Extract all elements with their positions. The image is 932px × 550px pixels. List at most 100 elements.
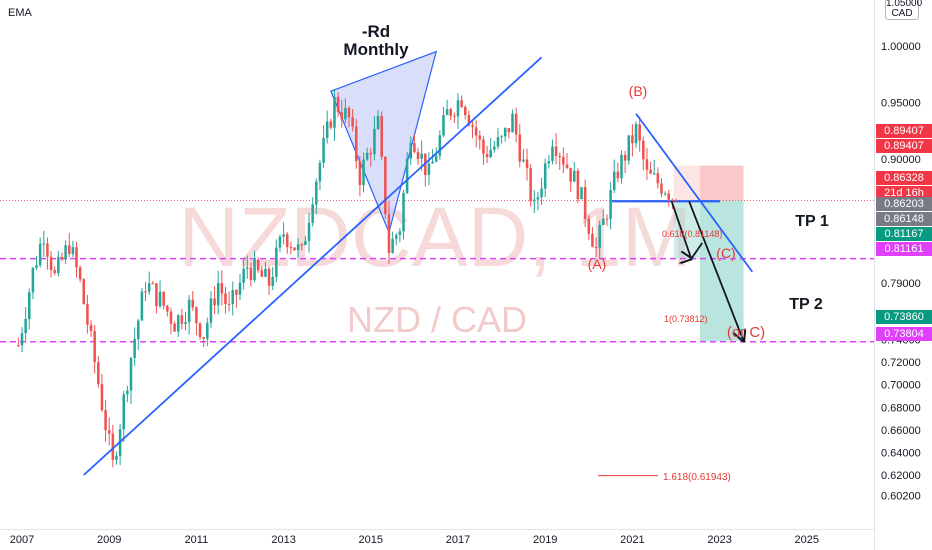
candle-body bbox=[667, 193, 671, 200]
candle-body bbox=[17, 345, 20, 347]
candle-body bbox=[93, 331, 96, 363]
price-tick-label: 0.90000 bbox=[881, 154, 921, 166]
candle-body bbox=[126, 390, 129, 395]
candle-body bbox=[245, 267, 249, 269]
tp1-arrow[interactable] bbox=[670, 200, 703, 259]
candle-body bbox=[187, 299, 191, 323]
candle-body bbox=[300, 244, 304, 246]
candle-body bbox=[216, 283, 220, 306]
candle-body bbox=[511, 113, 514, 133]
candle-body bbox=[398, 231, 402, 236]
price-tag[interactable]: 0.86203 bbox=[876, 197, 932, 211]
time-tick-label: 2007 bbox=[10, 534, 34, 546]
projection-arrows[interactable] bbox=[670, 200, 744, 341]
candle-body bbox=[35, 265, 38, 268]
take-profit-zone-left bbox=[673, 200, 700, 260]
wave-c-label: (C) bbox=[716, 245, 735, 261]
price-tag[interactable]: 0.73804 bbox=[876, 327, 932, 341]
candle-body bbox=[420, 153, 423, 159]
candle-body bbox=[191, 299, 195, 308]
price-tag[interactable]: 0.89407 bbox=[876, 124, 932, 138]
time-tick-label: 2009 bbox=[97, 534, 121, 546]
candle-body bbox=[202, 337, 205, 339]
stop-loss-zone[interactable] bbox=[699, 165, 744, 201]
price-tag[interactable]: 0.86328 bbox=[876, 171, 932, 185]
candle-body bbox=[282, 234, 285, 237]
candle-body bbox=[133, 339, 136, 358]
candle-body bbox=[253, 259, 256, 281]
position-tool[interactable] bbox=[0, 165, 874, 342]
time-axis[interactable]: 2007 2009 2011 2013 2015 2017 2019 2021 2023 2025 bbox=[10, 534, 819, 546]
candle-body bbox=[111, 433, 115, 460]
candle-body bbox=[278, 236, 282, 248]
candle-body bbox=[533, 199, 536, 202]
time-tick-label: 2011 bbox=[185, 534, 209, 546]
candle-body bbox=[67, 245, 71, 255]
candle-body bbox=[645, 159, 649, 170]
candle-body bbox=[598, 224, 601, 248]
candle-body bbox=[634, 124, 638, 144]
candle-body bbox=[336, 96, 340, 113]
candle-body bbox=[318, 162, 322, 182]
price-axis[interactable]: 1.000000.950000.900000.870000.790000.760… bbox=[881, 41, 921, 502]
candle-body bbox=[558, 155, 562, 158]
tp2-arrow[interactable] bbox=[688, 200, 744, 341]
candle-body bbox=[340, 112, 344, 120]
candle-body bbox=[463, 107, 467, 116]
candle-body bbox=[562, 157, 565, 165]
price-tag[interactable]: 0.73860 bbox=[876, 310, 932, 324]
trendline[interactable] bbox=[635, 113, 754, 273]
trendline[interactable] bbox=[83, 56, 543, 476]
candle-body bbox=[49, 256, 53, 271]
candle-body bbox=[602, 218, 605, 225]
candle-body bbox=[271, 277, 274, 286]
candle-body bbox=[660, 183, 663, 194]
watermark-symbol: NZDCAD, 1M bbox=[178, 190, 691, 284]
candle-body bbox=[53, 270, 56, 274]
price-tag[interactable]: 0.89407 bbox=[876, 139, 932, 153]
candle-body bbox=[151, 283, 155, 285]
candle-body bbox=[315, 181, 318, 205]
candle-body bbox=[184, 322, 187, 324]
candle-body bbox=[82, 279, 86, 305]
indicator-label[interactable]: EMA bbox=[8, 7, 32, 19]
candle-body bbox=[380, 115, 383, 157]
candle-body bbox=[136, 320, 140, 340]
currency-button[interactable]: 1.05000 CAD bbox=[885, 0, 923, 20]
fib-1618-label: 1.618(0.61943) bbox=[663, 472, 731, 483]
candle-body bbox=[358, 161, 362, 186]
candle-body bbox=[656, 173, 660, 184]
candle-body bbox=[642, 140, 645, 160]
candle-body bbox=[384, 156, 387, 215]
candle-body bbox=[71, 247, 75, 255]
price-tag[interactable]: 21d 16h bbox=[876, 186, 932, 200]
time-tick-label: 2021 bbox=[620, 534, 644, 546]
price-tag[interactable]: 0.86148 bbox=[876, 212, 932, 226]
candle-body bbox=[529, 168, 532, 202]
candle-body bbox=[224, 293, 227, 304]
candlestick-series bbox=[17, 88, 678, 468]
candle-body bbox=[304, 241, 307, 245]
candle-body bbox=[198, 323, 202, 338]
rd-label-line1: -Rd bbox=[362, 22, 390, 41]
candle-body bbox=[296, 244, 300, 251]
time-scale-border bbox=[0, 529, 874, 530]
price-tag[interactable]: 0.81161 bbox=[876, 242, 932, 256]
candle-body bbox=[522, 159, 525, 162]
candle-body bbox=[333, 96, 336, 128]
currency-top-value: 1.05000 bbox=[886, 0, 923, 9]
trendlines[interactable] bbox=[83, 56, 754, 476]
candle-body bbox=[60, 256, 64, 260]
candle-body bbox=[78, 267, 82, 280]
price-tag[interactable]: 0.81167 bbox=[876, 227, 932, 241]
take-profit-zone[interactable] bbox=[699, 200, 744, 342]
candle-body bbox=[616, 171, 620, 179]
candle-body bbox=[267, 268, 271, 286]
candle-body bbox=[500, 136, 503, 138]
candle-body bbox=[620, 154, 623, 179]
candle-body bbox=[496, 137, 500, 147]
candle-body bbox=[591, 233, 594, 247]
candle-body bbox=[347, 107, 351, 118]
